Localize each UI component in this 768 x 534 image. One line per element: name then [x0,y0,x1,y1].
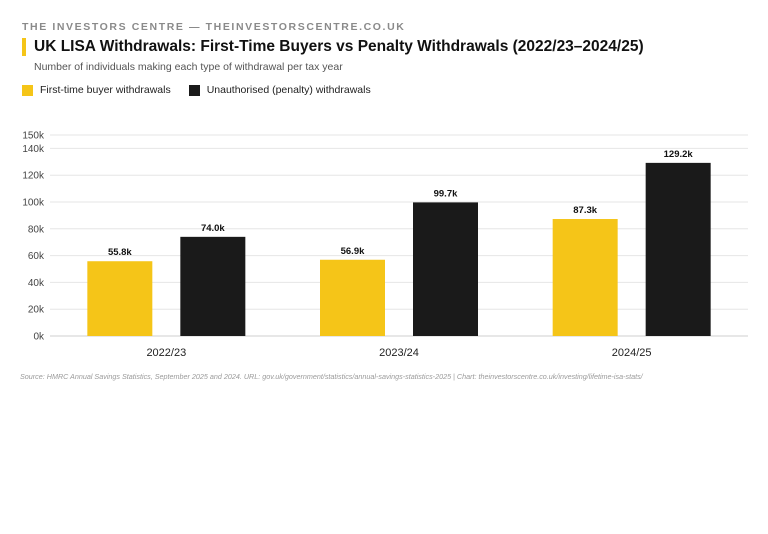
legend: First-time buyer withdrawals Unauthorise… [22,84,389,96]
y-tick-label: 120k [22,171,45,182]
data-label: 56.9k [341,246,365,257]
y-tick-label: 150k [22,131,45,142]
y-tick-label: 20k [28,305,45,316]
chart-subtitle: Number of individuals making each type o… [34,61,343,73]
bar [645,162,711,336]
bar [180,236,246,336]
x-category-label: 2023/24 [379,347,419,359]
chart-title: UK LISA Withdrawals: First-Time Buyers v… [34,38,644,55]
y-tick-label: 60k [28,251,45,262]
legend-item-first-time: First-time buyer withdrawals [22,84,171,96]
legend-item-penalty: Unauthorised (penalty) withdrawals [188,84,371,96]
y-tick-label: 40k [28,278,45,289]
legend-swatch-first-time [22,84,33,96]
data-label: 87.3k [573,205,597,216]
title-row: UK LISA Withdrawals: First-Time Buyers v… [22,38,644,56]
bar [552,219,618,336]
data-label: 55.8k [108,247,132,258]
data-label: 129.2k [664,149,694,160]
y-tick-label: 140k [22,144,45,155]
legend-label-first-time: First-time buyer withdrawals [40,84,171,96]
data-label: 74.0k [201,223,225,234]
bar [320,259,385,336]
x-category-label: 2024/25 [612,347,652,359]
bar [87,261,153,336]
data-label: 99.7k [434,188,458,199]
y-tick-label: 100k [22,198,45,209]
source-note: Source: HMRC Annual Savings Statistics, … [20,372,643,381]
legend-swatch-penalty [188,84,200,96]
bar [413,202,478,336]
y-tick-label: 0k [33,332,45,343]
title-accent-bar [22,38,26,56]
x-category-label: 2022/23 [146,347,186,359]
legend-label-penalty: Unauthorised (penalty) withdrawals [206,84,371,96]
y-tick-label: 80k [28,224,45,235]
brand-header: THE INVESTORS CENTRE — THEINVESTORSCENTR… [22,21,406,33]
